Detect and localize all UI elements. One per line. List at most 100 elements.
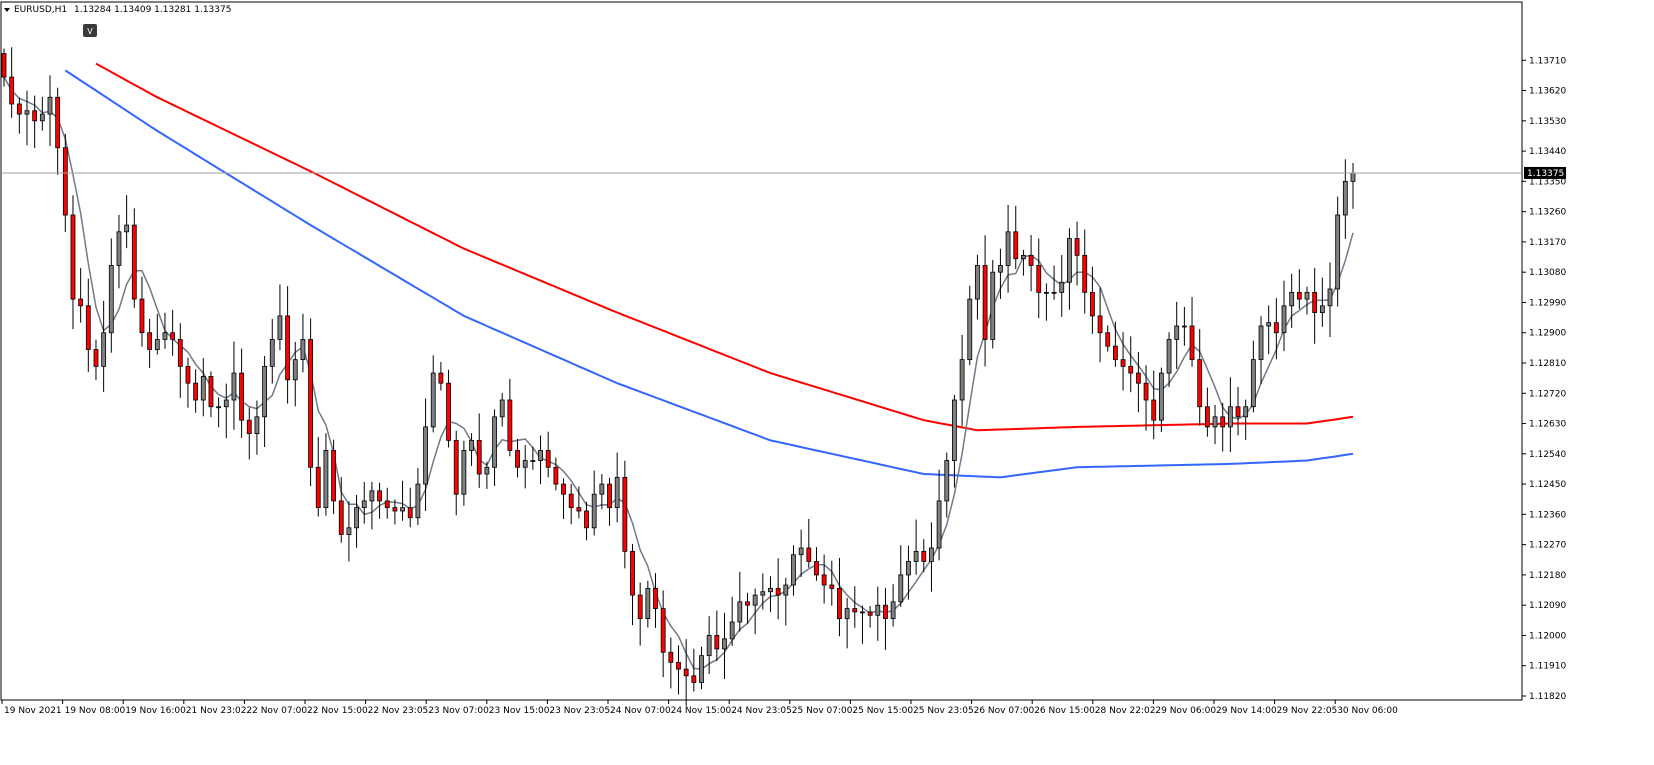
period-marker-box[interactable]	[83, 24, 97, 37]
candle-body	[752, 594, 758, 606]
y-tick-label: 1.13530	[1529, 117, 1566, 127]
candle-body	[745, 601, 750, 606]
candle	[515, 438, 520, 478]
candle	[24, 90, 30, 146]
candle-body	[683, 668, 689, 677]
x-tick-label: 22 Nov 23:05	[368, 706, 429, 716]
candle	[147, 318, 153, 368]
candle-body	[85, 305, 91, 350]
candle	[852, 586, 858, 628]
candle-body	[837, 587, 842, 620]
candle-body	[1319, 305, 1325, 313]
candle	[1289, 273, 1295, 328]
candle	[1, 48, 7, 87]
candle	[1296, 269, 1302, 310]
candle	[47, 75, 53, 146]
x-tick-label: 23 Nov 23:05	[549, 706, 610, 716]
candle	[16, 97, 22, 134]
candle-body	[55, 96, 61, 149]
candle	[1235, 386, 1241, 436]
candle-body	[1036, 265, 1042, 293]
candle	[936, 469, 942, 561]
candle-body	[1235, 406, 1241, 418]
candle-body	[338, 500, 344, 535]
candle	[1327, 262, 1333, 338]
candle	[676, 645, 681, 695]
candle	[438, 361, 444, 391]
period-marker[interactable]: V	[83, 24, 97, 37]
candle-body	[806, 547, 812, 562]
candle-body	[875, 604, 881, 616]
candle	[1181, 306, 1187, 346]
candle	[760, 573, 766, 610]
y-tick-label: 1.12990	[1529, 298, 1566, 308]
y-tick-label: 1.13620	[1529, 87, 1566, 97]
candle-body	[660, 608, 666, 653]
candle-body	[898, 574, 904, 603]
candle-body	[507, 399, 513, 451]
candle	[1044, 283, 1049, 321]
candle	[492, 409, 497, 486]
candle	[208, 371, 214, 418]
candle-body	[384, 500, 390, 509]
chart-header: EURUSD,H1 1.13284 1.13409 1.13281 1.1337…	[4, 5, 231, 15]
x-tick-label: 29 Nov 14:00	[1216, 706, 1277, 716]
candle	[1151, 370, 1157, 440]
candle-body	[844, 608, 850, 620]
candle-body	[1059, 281, 1065, 293]
candle-body	[131, 224, 137, 300]
candle	[246, 407, 252, 460]
candle-body	[699, 655, 704, 683]
candle-body	[645, 587, 651, 620]
candle-body	[438, 372, 444, 384]
candle-body	[254, 416, 260, 435]
candle-body	[1189, 325, 1195, 361]
candle	[177, 323, 183, 398]
candle-body	[791, 554, 796, 586]
candle	[1281, 280, 1287, 352]
candle-body	[798, 547, 804, 556]
candle-body	[568, 493, 574, 509]
candle	[775, 558, 781, 620]
candle	[499, 392, 505, 427]
candle-body	[906, 561, 911, 576]
y-tick-label: 1.12720	[1529, 389, 1566, 399]
candle-body	[208, 376, 214, 408]
candle	[1135, 351, 1141, 413]
candle-body	[952, 399, 957, 461]
candle-body	[1013, 231, 1019, 260]
candle-body	[737, 601, 743, 623]
x-tick-label: 25 Nov 07:00	[792, 706, 853, 716]
candle-body	[78, 298, 84, 307]
ma-medium-line	[64, 69, 1354, 479]
candle-body	[1296, 291, 1302, 300]
candle	[729, 596, 735, 646]
candle-body	[706, 635, 712, 657]
candle	[1105, 325, 1111, 352]
ma-fast-line	[3, 76, 1354, 670]
triangle-down-icon[interactable]	[4, 8, 10, 12]
y-tick-label: 1.12270	[1529, 541, 1566, 551]
candle	[1067, 228, 1072, 310]
candle	[844, 597, 850, 649]
candle-body	[967, 298, 973, 361]
x-tick-label: 25 Nov 15:00	[852, 706, 913, 716]
x-tick-label: 29 Nov 06:00	[1155, 706, 1216, 716]
candle-body	[231, 372, 237, 401]
candle-body	[998, 265, 1003, 273]
candle	[476, 413, 482, 488]
candle	[829, 560, 835, 606]
candle	[737, 571, 743, 632]
candle	[867, 606, 873, 628]
candle	[331, 439, 336, 515]
candle	[469, 433, 474, 466]
candle-body	[1289, 291, 1295, 307]
candle-body	[622, 476, 628, 552]
candle-body	[829, 584, 835, 589]
candle	[630, 543, 635, 626]
x-tick-label: 21 Nov 23:02	[186, 706, 247, 716]
candle-body	[346, 527, 352, 535]
candle	[975, 254, 980, 320]
candle-body	[668, 651, 674, 663]
